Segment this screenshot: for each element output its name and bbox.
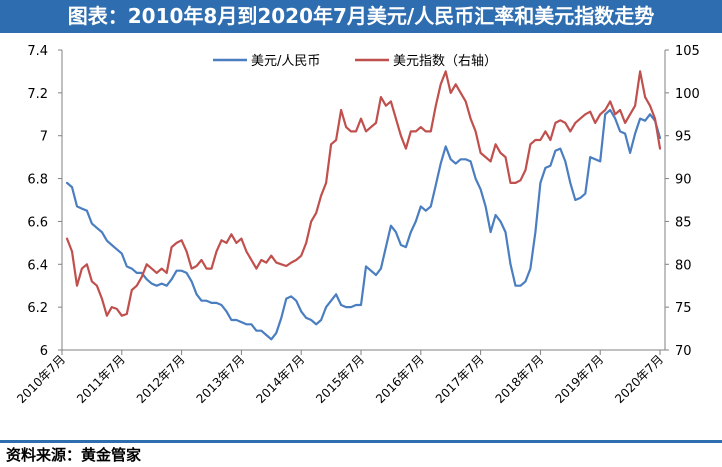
axes	[58, 49, 669, 355]
x-tick-label: 2017年7月	[433, 352, 487, 406]
x-tick-label: 2014年7月	[253, 352, 307, 406]
chart-title: 图表：2010年8月到2020年7月美元/人民币汇率和美元指数走势	[0, 0, 722, 33]
right-tick-label: 80	[675, 258, 692, 273]
left-tick-label: 6.6	[27, 215, 48, 230]
x-tick-label: 2011年7月	[74, 352, 128, 406]
x-tick-label: 2010年7月	[14, 352, 68, 406]
right-tick-label: 75	[675, 301, 692, 316]
usdcny-series-line	[65, 108, 662, 341]
right-tick-label: 105	[675, 44, 700, 59]
left-tick-label: 7	[40, 130, 48, 145]
right-tick-label: 90	[675, 173, 692, 188]
left-tick-label: 7.4	[27, 44, 48, 59]
left-tick-label: 6	[40, 344, 48, 359]
left-tick-label: 6.2	[27, 301, 48, 316]
x-tick-label: 2019年7月	[552, 352, 606, 406]
dxy-series-line	[65, 70, 662, 317]
x-tick-label: 2013年7月	[194, 352, 248, 406]
tick-labels: 6 6.2 6.4 6.6 6.8 7 7.2 7.4 70 75 80 85 90 95 100 105 20…	[14, 44, 700, 406]
legend: 美元/人民币 美元指数（右轴）	[213, 54, 497, 69]
legend-label: 美元指数（右轴）	[393, 54, 497, 69]
x-tick-label: 2015年7月	[313, 352, 367, 406]
right-tick-label: 100	[675, 87, 700, 102]
x-tick-label: 2020年7月	[612, 352, 666, 406]
footer-divider	[0, 440, 722, 443]
x-tick-label: 2018年7月	[493, 352, 547, 406]
right-tick-label: 70	[675, 344, 692, 359]
x-tick-label: 2012年7月	[134, 352, 188, 406]
legend-label: 美元/人民币	[251, 54, 320, 69]
left-tick-label: 6.4	[27, 258, 48, 273]
line-chart: 6 6.2 6.4 6.6 6.8 7 7.2 7.4 70 75 80 85 90 95 100 105 20…	[14, 44, 700, 406]
left-tick-label: 6.8	[27, 173, 48, 188]
series-lines	[65, 70, 662, 341]
source-note: 资料来源：黄金管家	[6, 446, 142, 464]
right-tick-label: 95	[675, 130, 692, 145]
right-tick-label: 85	[675, 215, 692, 230]
x-tick-label: 2016年7月	[373, 352, 427, 406]
left-tick-label: 7.2	[27, 87, 48, 102]
